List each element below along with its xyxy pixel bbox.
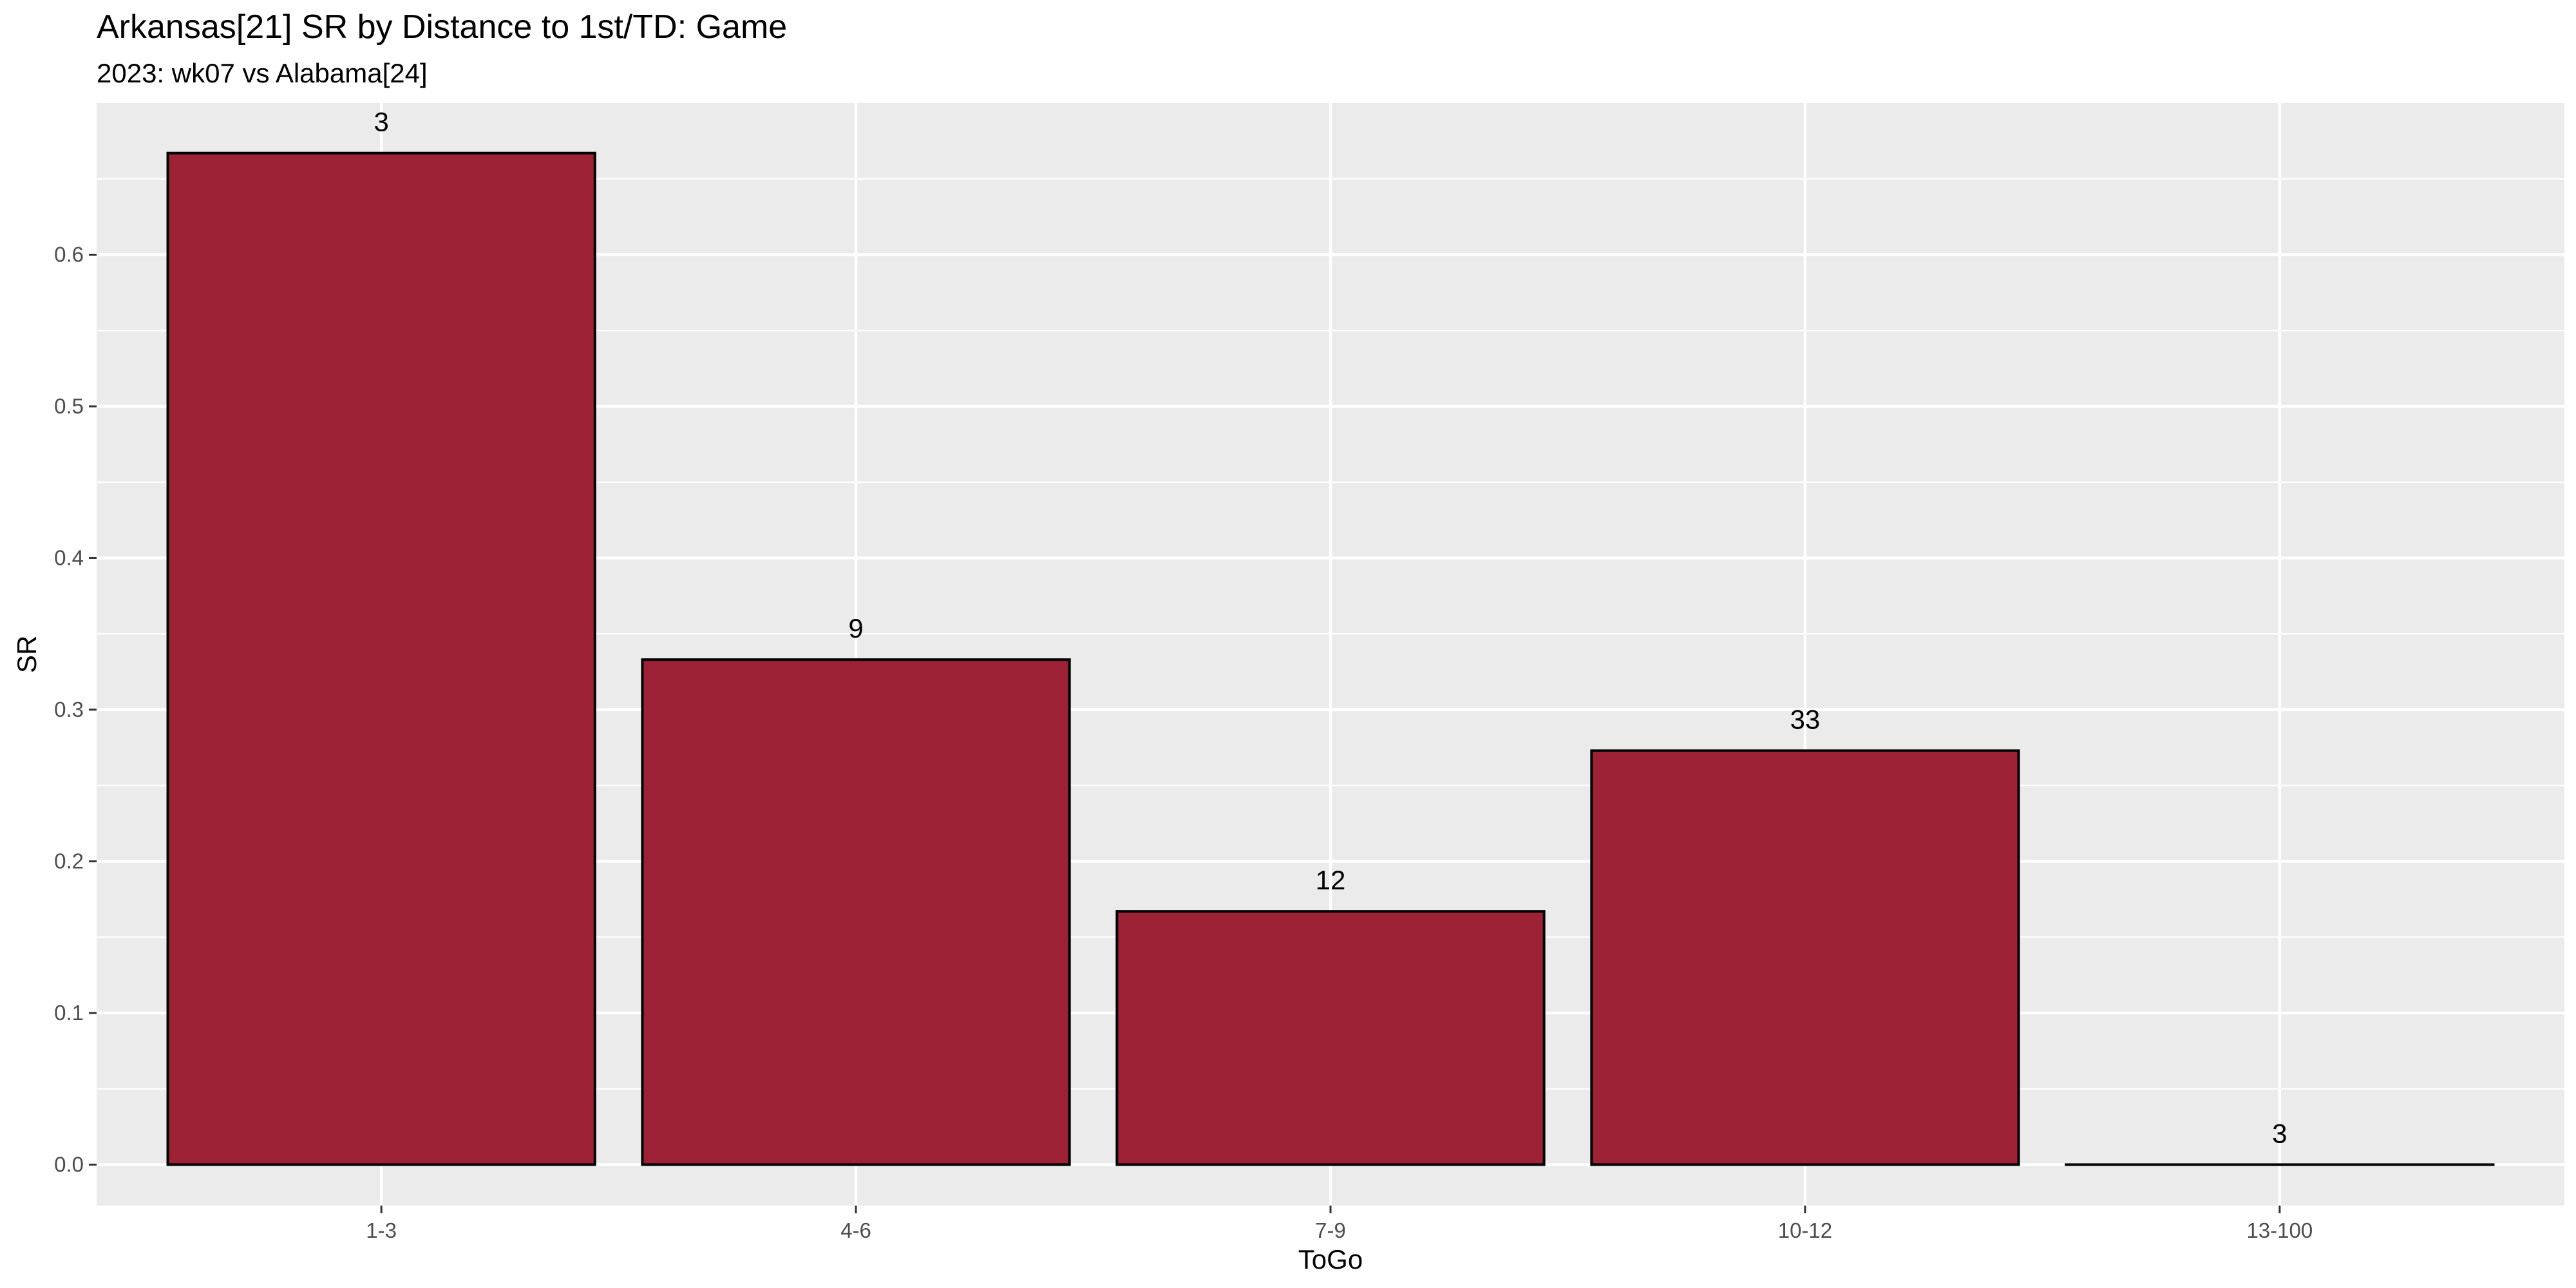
y-tick-label: 0.0 — [54, 1152, 84, 1176]
y-axis-title: SR — [12, 636, 42, 673]
y-tick-label: 0.5 — [54, 394, 84, 418]
x-tick-label: 7-9 — [1315, 1218, 1346, 1242]
y-tick-label: 0.2 — [54, 849, 84, 873]
count-label: 12 — [1316, 865, 1346, 895]
count-label: 3 — [2272, 1118, 2287, 1148]
bars — [166, 151, 2495, 1166]
x-tick-label: 10-12 — [1778, 1218, 1832, 1242]
count-label: 33 — [1790, 705, 1821, 735]
count-label: 9 — [848, 613, 863, 643]
y-tick-label: 0.3 — [54, 697, 84, 721]
y-tick-label: 0.6 — [54, 242, 84, 266]
chart-subtitle: 2023: wk07 vs Alabama[24] — [97, 58, 428, 88]
count-label: 3 — [374, 107, 388, 137]
bar-1-3 — [166, 151, 596, 1166]
chart-title: Arkansas[21] SR by Distance to 1st/TD: G… — [97, 8, 788, 46]
x-tick-label: 4-6 — [840, 1218, 871, 1242]
bar-10-12 — [1590, 749, 2020, 1166]
x-tick-label: 1-3 — [366, 1218, 397, 1242]
y-tick-label: 0.1 — [54, 1001, 84, 1025]
x-tick-label: 13-100 — [2246, 1218, 2313, 1242]
y-tick-label: 0.4 — [54, 545, 84, 569]
x-axis-title: ToGo — [1298, 1244, 1363, 1274]
bar-4-6 — [641, 658, 1071, 1166]
y-axis: 0.0 0.1 0.2 0.3 0.4 0.5 0.6 — [54, 242, 97, 1176]
x-axis: 1-3 4-6 7-9 10-12 13-100 — [366, 1206, 2313, 1242]
bar-7-9 — [1115, 910, 1546, 1166]
